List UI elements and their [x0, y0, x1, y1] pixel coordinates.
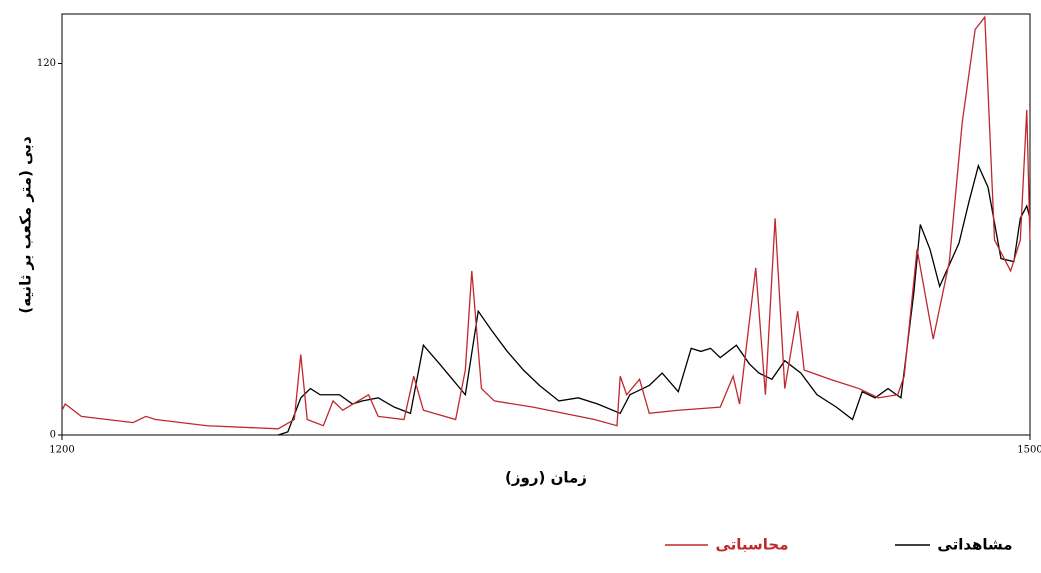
data-line	[277, 163, 1031, 436]
legend-label: محاسباتی	[715, 536, 788, 554]
y-tick-label: 120	[37, 58, 56, 69]
data-line	[61, 15, 1031, 430]
x-tick-label: 1200	[49, 445, 74, 456]
x-axis-label: زمان (روز)	[505, 469, 587, 487]
legend-label: مشاهداتی	[937, 536, 1012, 554]
y-tick-label: 0	[50, 430, 56, 441]
y-axis-label: دبی (متر مکعب بر ثانیه)	[17, 136, 35, 314]
plot-frame	[61, 13, 1031, 436]
x-tick-label: 1500	[1017, 445, 1041, 456]
